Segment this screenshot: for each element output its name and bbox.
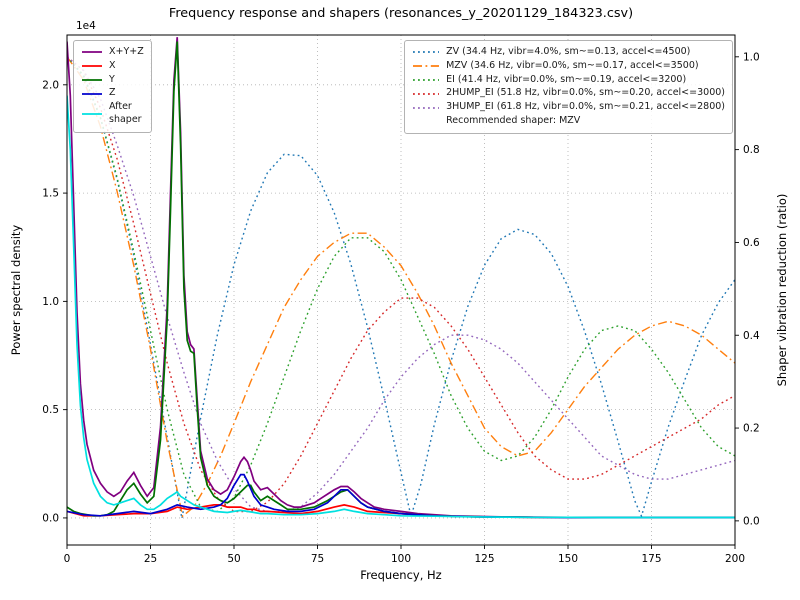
y-axis-label-right: Shaper vibration reduction (ratio) [775, 193, 789, 387]
x-tick-label: 125 [474, 553, 494, 565]
legend-entry: MZV (34.6 Hz, vibr=0.0%, sm~=0.17, accel… [412, 60, 725, 73]
y-tick-label-right: 0.6 [743, 237, 760, 249]
series-EI [67, 56, 735, 513]
series-X+Y+Z [67, 37, 735, 519]
legend-swatch-EI [413, 79, 440, 81]
y-axis-offset-text: 1e4 [76, 20, 96, 32]
series-2HUMP_EI [67, 56, 735, 513]
legend-entry: Y [81, 74, 144, 87]
legend-label: Y [109, 73, 115, 85]
legend-swatch-X [82, 65, 102, 68]
x-tick-label: 200 [725, 553, 745, 565]
y-tick-label-left: 1.0 [42, 296, 59, 308]
legend-label: 2HUMP_EI (51.8 Hz, vibr=0.0%, sm~=0.20, … [446, 87, 725, 99]
y-tick-label-left: 0.0 [42, 513, 59, 525]
y-tick-label-right: 0.8 [743, 144, 760, 156]
shaper-legend: ZV (34.4 Hz, vibr=4.0%, sm~=0.13, accel<… [404, 40, 733, 134]
y-tick-label-right: 0.4 [743, 330, 760, 342]
legend-label: ZV (34.4 Hz, vibr=4.0%, sm~=0.13, accel<… [446, 46, 691, 57]
legend-entry: Z [81, 87, 144, 100]
legend-entry: X [81, 60, 144, 73]
legend-entry: 2HUMP_EI (51.8 Hz, vibr=0.0%, sm~=0.20, … [412, 87, 725, 100]
legend-entry: X+Y+Z [81, 46, 144, 59]
legend-entry: ZV (34.4 Hz, vibr=4.0%, sm~=0.13, accel<… [412, 46, 725, 59]
y-tick-label-right: 0.2 [743, 423, 760, 435]
legend-label: X [109, 59, 116, 71]
x-tick-label: 100 [391, 553, 411, 565]
series-After [67, 95, 735, 519]
x-tick-label: 0 [64, 553, 71, 565]
legend-label: EI (41.4 Hz, vibr=0.0%, sm~=0.19, accel<… [446, 73, 687, 85]
legend-entry: 3HUMP_EI (61.8 Hz, vibr=0.0%, sm~=0.21, … [412, 101, 725, 114]
legend-label: 3HUMP_EI (61.8 Hz, vibr=0.0%, sm~=0.21, … [446, 101, 725, 113]
legend-swatch-After [82, 113, 102, 115]
x-tick-label: 50 [227, 553, 240, 565]
y-axis-label-left: Power spectral density [9, 224, 23, 356]
legend-label: X+Y+Z [109, 46, 144, 57]
psd-legend: X+Y+Z X Y Z After shaper [73, 40, 152, 133]
y-tick-label-left: 0.5 [42, 404, 59, 416]
legend-label: After shaper [109, 101, 142, 126]
x-tick-label: 175 [641, 553, 661, 565]
legend-swatch-Y [82, 79, 102, 81]
legend-label: Z [109, 87, 116, 99]
y-tick-label-left: 2.0 [42, 79, 59, 91]
legend-swatch-X+Y+Z [82, 51, 102, 54]
legend-swatch-3HUMP_EI [413, 106, 440, 109]
y-tick-label-right: 1.0 [743, 51, 760, 63]
series-3HUMP_EI [67, 56, 735, 513]
x-axis-label: Frequency, Hz [360, 568, 442, 582]
legend-entry: EI (41.4 Hz, vibr=0.0%, sm~=0.19, accel<… [412, 74, 725, 87]
x-tick-label: 25 [144, 553, 157, 565]
legend-swatch-none [412, 115, 440, 127]
x-tick-label: 150 [558, 553, 578, 565]
chart-title: Frequency response and shapers (resonanc… [168, 6, 634, 21]
legend-swatch-2HUMP_EI [413, 92, 440, 95]
legend-label: MZV (34.6 Hz, vibr=0.0%, sm~=0.17, accel… [446, 59, 699, 71]
legend-entry: Recommended shaper: MZV [412, 115, 725, 128]
legend-swatch-ZV [413, 51, 440, 54]
legend-entry: After shaper [81, 101, 144, 127]
x-tick-label: 75 [311, 553, 324, 565]
legend-swatch-Z [82, 92, 102, 95]
series-MZV [67, 56, 735, 518]
legend-swatch-MZV [413, 65, 440, 68]
legend-label: Recommended shaper: MZV [446, 115, 581, 127]
y-tick-label-right: 0.0 [743, 515, 760, 527]
y-tick-label-left: 1.5 [42, 188, 59, 200]
